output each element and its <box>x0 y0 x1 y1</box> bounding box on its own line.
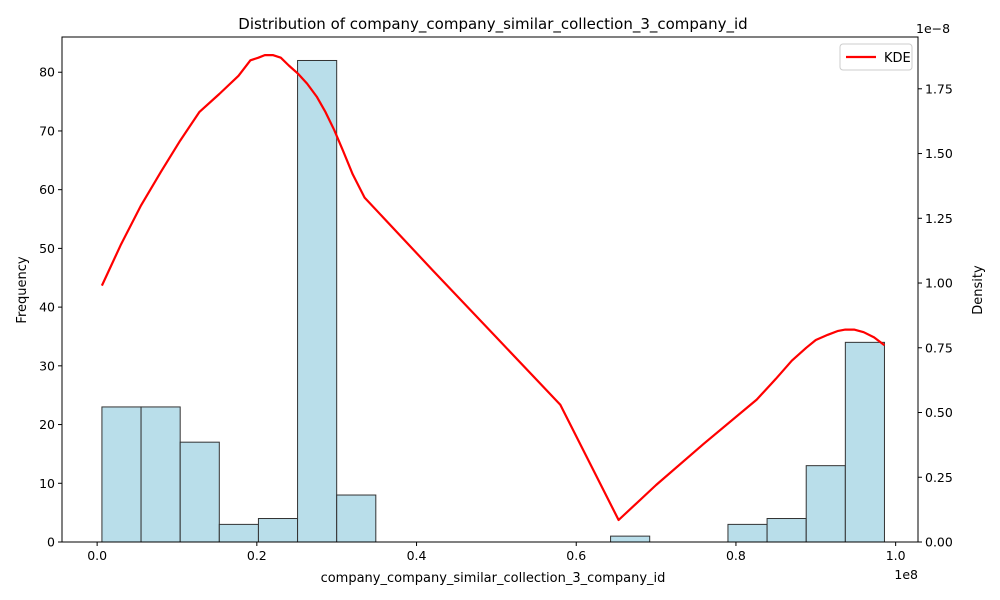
y-tick-label: 20 <box>39 417 55 432</box>
y-axis-ticks: 0 10 20 30 40 50 60 70 80 <box>39 65 62 550</box>
kde-line <box>100 53 886 522</box>
x-tick-label: 0.0 <box>87 548 107 563</box>
y-tick-label: 50 <box>39 241 55 256</box>
y-tick-label: 30 <box>39 358 55 373</box>
histogram-bar <box>140 406 181 543</box>
y-tick-label: 10 <box>39 476 55 491</box>
kde-curve-layer <box>100 53 886 522</box>
y-tick-label: 40 <box>39 300 55 315</box>
histogram-bars <box>101 59 885 543</box>
histogram-bar <box>101 406 142 543</box>
histogram-bar <box>766 518 807 543</box>
legend: KDE <box>839 43 913 71</box>
legend-kde-label: KDE <box>884 51 911 66</box>
histogram-bar <box>844 341 885 543</box>
x-tick-label: 1.0 <box>886 548 906 563</box>
histogram-bar <box>297 59 338 543</box>
chart-title: Distribution of company_company_similar_… <box>238 15 747 34</box>
plot-frame <box>61 36 919 543</box>
y2-tick-label: 1.75 <box>925 81 953 96</box>
y2-tick-label: 0.25 <box>925 470 953 485</box>
y-tick-label: 80 <box>39 65 55 80</box>
y2-tick-label: 1.25 <box>925 211 953 226</box>
histogram-bar <box>610 535 651 543</box>
x-tick-label: 0.6 <box>566 548 586 563</box>
y-tick-label: 70 <box>39 123 55 138</box>
y2-tick-label: 0.50 <box>925 405 953 420</box>
y-axis-label: Frequency <box>15 256 30 323</box>
x-offset-text: 1e8 <box>894 567 918 582</box>
x-axis-ticks: 0.0 0.2 0.4 0.6 0.8 1.0 <box>87 542 906 563</box>
y-tick-label: 60 <box>39 182 55 197</box>
x-axis-label: company_company_similar_collection_3_com… <box>321 571 666 586</box>
y2-axis-ticks: 0.00 0.25 0.50 0.75 1.00 1.25 1.50 1.75 <box>918 81 953 550</box>
histogram-bar <box>179 441 220 543</box>
y2-tick-label: 1.00 <box>925 276 953 291</box>
y2-axis-label: Density <box>971 265 986 315</box>
histogram-bar <box>805 465 846 543</box>
x-tick-label: 0.8 <box>726 548 746 563</box>
y-tick-label: 0 <box>47 535 55 550</box>
x-tick-label: 0.4 <box>407 548 427 563</box>
histogram-bar <box>727 523 768 543</box>
histogram-bar <box>257 518 299 543</box>
y2-tick-label: 0.75 <box>925 340 953 355</box>
y2-offset-text: 1e−8 <box>916 21 950 36</box>
histogram-bar <box>218 523 259 543</box>
histogram-bar <box>336 494 377 543</box>
x-tick-label: 0.2 <box>247 548 267 563</box>
y2-tick-label: 0.00 <box>925 535 953 550</box>
y2-tick-label: 1.50 <box>925 146 953 161</box>
